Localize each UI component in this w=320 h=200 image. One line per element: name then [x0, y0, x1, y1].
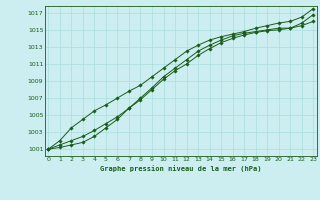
X-axis label: Graphe pression niveau de la mer (hPa): Graphe pression niveau de la mer (hPa) [100, 165, 261, 172]
